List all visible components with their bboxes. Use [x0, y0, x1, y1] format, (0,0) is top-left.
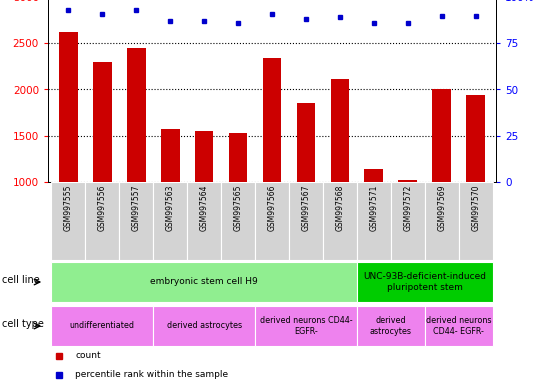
- Text: GSM997557: GSM997557: [132, 184, 141, 231]
- Bar: [59, 32, 78, 275]
- Bar: [119, 182, 153, 260]
- Bar: [255, 182, 289, 260]
- Text: GSM997567: GSM997567: [301, 184, 311, 231]
- Text: GSM997571: GSM997571: [369, 184, 378, 231]
- Text: derived astrocytes: derived astrocytes: [167, 321, 242, 331]
- Bar: [229, 133, 247, 275]
- Bar: [357, 262, 492, 302]
- Text: derived neurons CD44-
EGFR-: derived neurons CD44- EGFR-: [260, 316, 352, 336]
- Text: GSM997572: GSM997572: [403, 184, 412, 231]
- Bar: [263, 58, 281, 275]
- Text: GSM997556: GSM997556: [98, 184, 107, 231]
- Bar: [296, 103, 315, 275]
- Bar: [466, 95, 485, 275]
- Bar: [459, 182, 492, 260]
- Bar: [221, 182, 255, 260]
- Text: derived neurons
CD44- EGFR-: derived neurons CD44- EGFR-: [426, 316, 491, 336]
- Bar: [432, 89, 451, 275]
- Bar: [85, 182, 119, 260]
- Text: GSM997569: GSM997569: [437, 184, 446, 231]
- Text: GSM997565: GSM997565: [234, 184, 242, 231]
- Text: derived
astrocytes: derived astrocytes: [370, 316, 412, 336]
- Text: percentile rank within the sample: percentile rank within the sample: [75, 370, 228, 379]
- Bar: [195, 131, 213, 275]
- Text: GSM997566: GSM997566: [268, 184, 276, 231]
- Text: UNC-93B-deficient-induced
pluripotent stem: UNC-93B-deficient-induced pluripotent st…: [363, 272, 486, 292]
- Bar: [323, 182, 357, 260]
- Bar: [153, 306, 255, 346]
- Bar: [187, 182, 221, 260]
- Bar: [357, 182, 391, 260]
- Bar: [289, 182, 323, 260]
- Text: cell type: cell type: [2, 319, 44, 329]
- Text: GSM997570: GSM997570: [471, 184, 480, 231]
- Bar: [425, 306, 492, 346]
- Text: GSM997568: GSM997568: [335, 184, 345, 231]
- Bar: [357, 306, 425, 346]
- Bar: [51, 306, 153, 346]
- Bar: [255, 306, 357, 346]
- Bar: [93, 62, 111, 275]
- Text: count: count: [75, 351, 101, 361]
- Bar: [127, 48, 146, 275]
- Bar: [51, 182, 85, 260]
- Bar: [153, 182, 187, 260]
- Text: GSM997564: GSM997564: [200, 184, 209, 231]
- Text: GSM997563: GSM997563: [165, 184, 175, 231]
- Text: GSM997555: GSM997555: [64, 184, 73, 231]
- Text: embryonic stem cell H9: embryonic stem cell H9: [150, 278, 258, 286]
- Text: cell line: cell line: [2, 275, 40, 285]
- Bar: [391, 182, 425, 260]
- Bar: [161, 129, 180, 275]
- Bar: [365, 169, 383, 275]
- Text: undifferentiated: undifferentiated: [70, 321, 135, 331]
- Bar: [51, 262, 357, 302]
- Bar: [399, 180, 417, 275]
- Bar: [330, 79, 349, 275]
- Bar: [425, 182, 459, 260]
